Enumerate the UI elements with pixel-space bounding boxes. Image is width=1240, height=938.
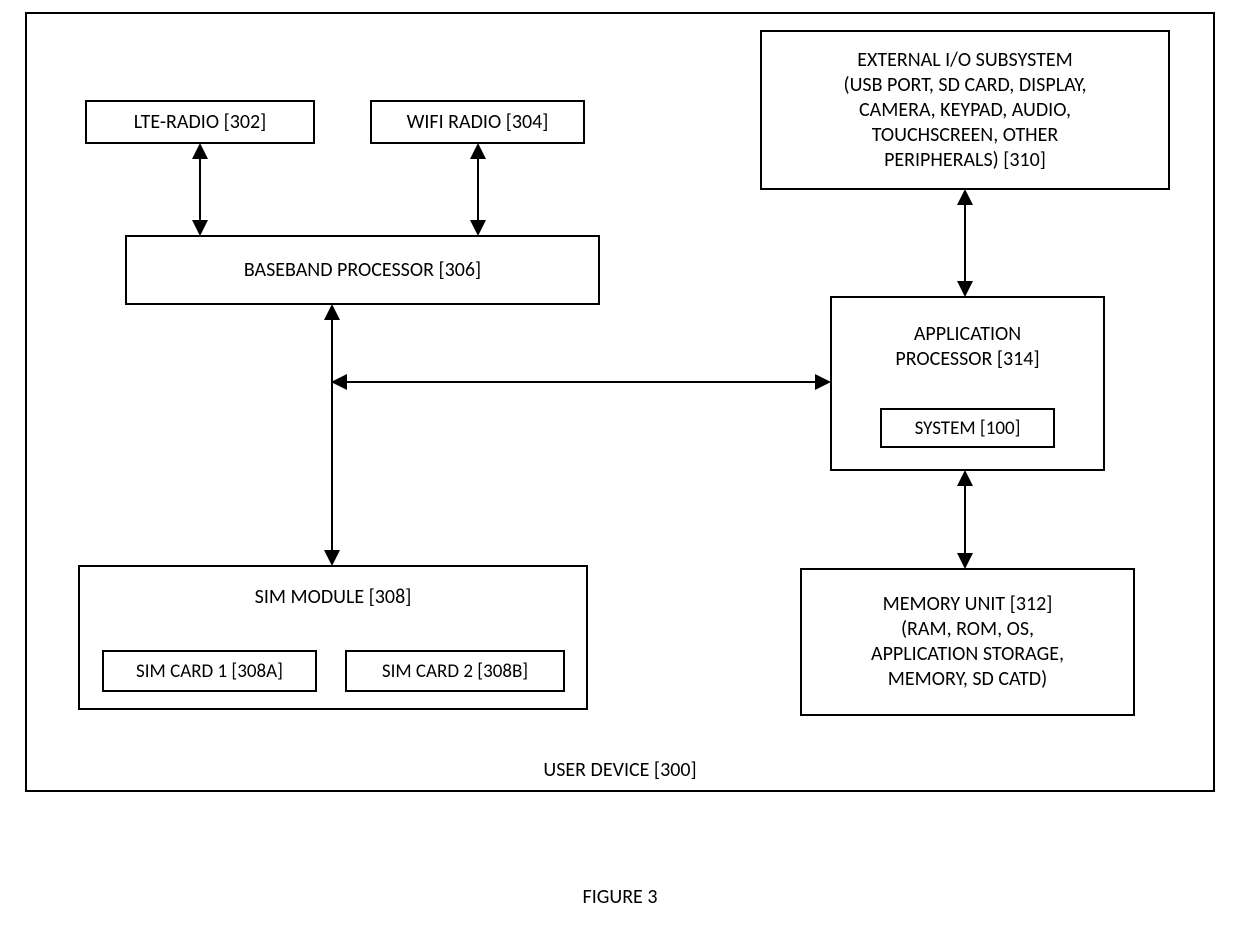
device-label: USER DEVICE [300]: [460, 758, 780, 782]
node-external-io: EXTERNAL I/O SUBSYSTEM (USB PORT, SD CAR…: [760, 30, 1170, 190]
node-system: SYSTEM [100]: [880, 408, 1055, 448]
node-label: LTE-RADIO [302]: [134, 110, 267, 135]
figure-caption: FIGURE 3: [0, 885, 1240, 909]
node-memory-unit: MEMORY UNIT [312] (RAM, ROM, OS, APPLICA…: [800, 568, 1135, 716]
node-label: SYSTEM [100]: [915, 417, 1021, 440]
node-label: EXTERNAL I/O SUBSYSTEM (USB PORT, SD CAR…: [844, 48, 1087, 173]
node-wifi-radio: WIFI RADIO [304]: [370, 100, 585, 144]
node-lte-radio: LTE-RADIO [302]: [85, 100, 315, 144]
node-sim-card-2: SIM CARD 2 [308B]: [345, 650, 565, 692]
node-label: WIFI RADIO [304]: [407, 110, 549, 135]
node-label: MEMORY UNIT [312] (RAM, ROM, OS, APPLICA…: [871, 592, 1064, 692]
device-label-text: USER DEVICE [300]: [543, 758, 696, 782]
node-label: SIM CARD 1 [308A]: [136, 660, 283, 683]
node-label: BASEBAND PROCESSOR [306]: [244, 258, 481, 283]
node-label: SIM CARD 2 [308B]: [382, 660, 528, 683]
node-label: SIM MODULE [308]: [80, 567, 586, 610]
node-sim-card-1: SIM CARD 1 [308A]: [102, 650, 317, 692]
diagram-canvas: LTE-RADIO [302] WIFI RADIO [304] BASEBAN…: [0, 0, 1240, 938]
figure-caption-text: FIGURE 3: [583, 885, 658, 909]
node-baseband-processor: BASEBAND PROCESSOR [306]: [125, 235, 600, 305]
node-label: APPLICATION PROCESSOR [314]: [832, 298, 1103, 372]
